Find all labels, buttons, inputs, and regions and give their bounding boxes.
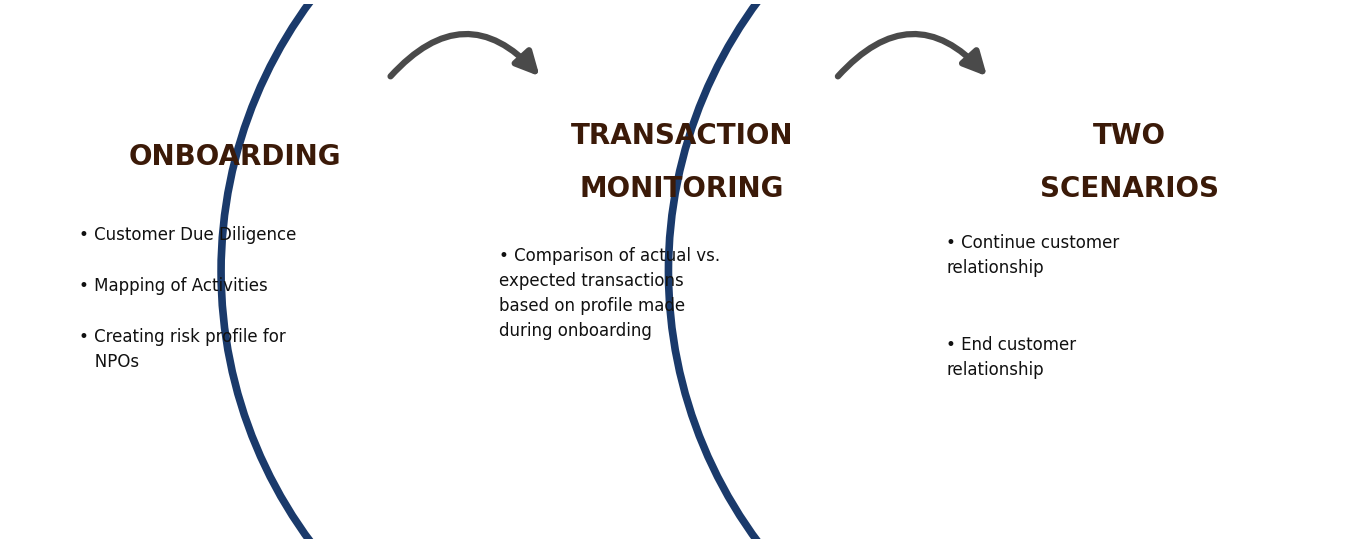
Text: • Mapping of Activities: • Mapping of Activities [79,277,267,295]
Text: SCENARIOS: SCENARIOS [1039,175,1219,203]
Ellipse shape [668,0,1364,543]
Text: • End customer
relationship: • End customer relationship [947,336,1076,378]
Text: • Creating risk profile for
   NPOs: • Creating risk profile for NPOs [79,327,285,371]
Text: • Comparison of actual vs.
expected transactions
based on profile made
during on: • Comparison of actual vs. expected tran… [499,248,720,340]
Ellipse shape [221,0,1143,543]
Text: • Customer Due Diligence: • Customer Due Diligence [79,226,296,244]
Text: MONITORING: MONITORING [580,175,784,203]
Text: TRANSACTION: TRANSACTION [570,122,794,150]
Text: ONBOARDING: ONBOARDING [128,143,341,171]
Text: • Continue customer
relationship: • Continue customer relationship [947,234,1120,277]
Text: TWO: TWO [1093,122,1166,150]
Ellipse shape [0,0,696,543]
